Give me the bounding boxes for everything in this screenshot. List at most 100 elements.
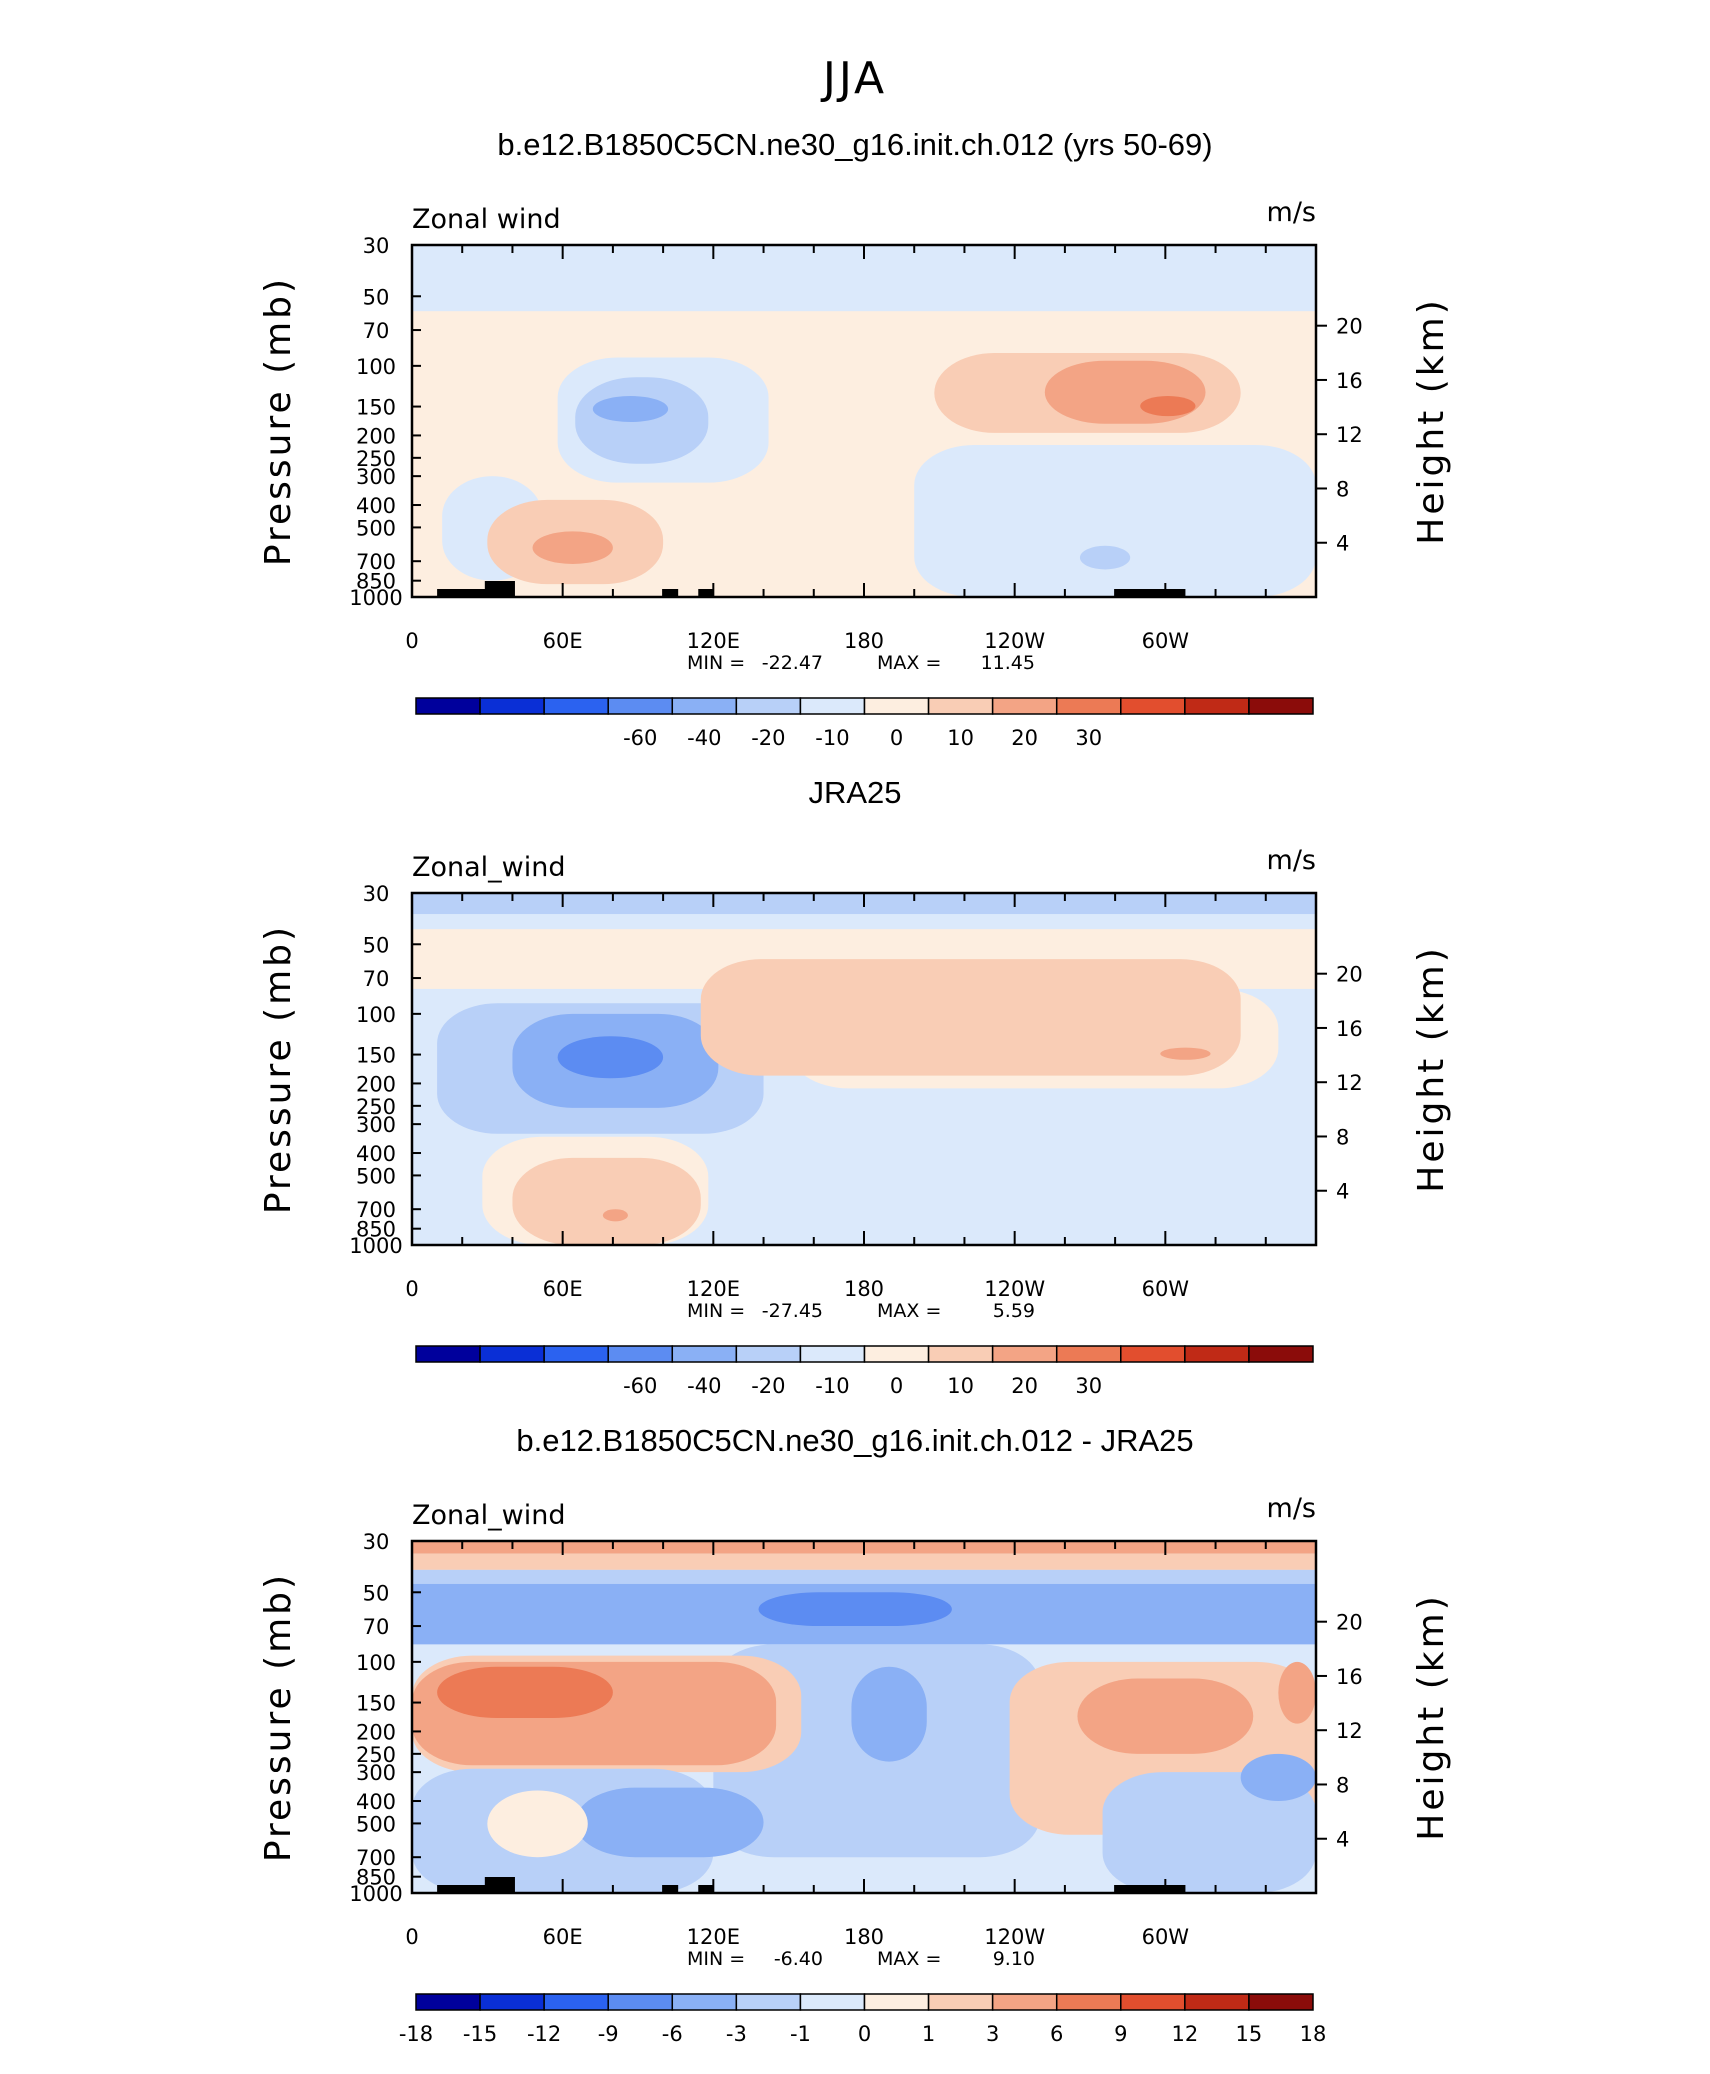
colorbar-label: -40	[687, 1374, 721, 1398]
colorbar-swatch	[479, 1993, 545, 2011]
colorbar: -60 -40 -20 -10 0 10 20 30	[415, 1345, 1314, 1398]
lon-tick-label: 0	[405, 629, 418, 653]
colorbar-label: 30	[1075, 726, 1102, 750]
colorbar-swatch	[1120, 1993, 1186, 2011]
colorbar-swatch	[927, 1993, 994, 2011]
height-tick-label: 16	[1336, 369, 1363, 393]
height-tick-label: 12	[1336, 1071, 1363, 1095]
contour-region-18	[1102, 1772, 1316, 1893]
y-axis-title-right: Height (km)	[1411, 945, 1452, 1192]
colorbar-swatch	[991, 1345, 1058, 1363]
lon-tick-label: 120W	[984, 1277, 1045, 1301]
panel-3: b.e12.B1850C5CN.ne30_g16.init.ch.012 - J…	[258, 1423, 1452, 2046]
max-label: MAX =	[877, 1948, 941, 1970]
panel-1: b.e12.B1850C5CN.ne30_g16.init.ch.012 (yr…	[258, 127, 1452, 750]
pressure-tick-label: 500	[356, 1812, 396, 1836]
lon-tick-label: 180	[844, 629, 884, 653]
height-tick-label: 8	[1336, 477, 1349, 501]
colorbar-swatch	[671, 1993, 738, 2011]
colorbar-label: -12	[527, 2022, 561, 2046]
colorbar-label: 10	[947, 1374, 974, 1398]
height-tick-label: 4	[1336, 1180, 1349, 1204]
colorbar-swatch	[479, 1345, 545, 1363]
colorbar-swatch	[543, 1993, 609, 2011]
contour-region-3	[412, 1553, 1316, 1570]
pressure-tick-label: 200	[356, 1072, 396, 1096]
colorbar-swatch	[607, 697, 674, 715]
height-tick-label: 4	[1336, 532, 1349, 556]
contour-region-5	[592, 395, 669, 423]
colorbar-swatch	[1184, 1345, 1250, 1363]
contour-region-11	[1160, 1047, 1211, 1060]
colorbar-swatch	[1184, 697, 1250, 715]
colorbar-label: -3	[726, 2022, 747, 2046]
contour-field	[412, 893, 1316, 1245]
pressure-tick-label: 700	[356, 550, 396, 574]
pressure-tick-label: 850	[356, 1866, 396, 1890]
variable-label: Zonal_wind	[412, 1500, 566, 1531]
topography-5	[1115, 589, 1186, 597]
colorbar-label: 1	[922, 2022, 935, 2046]
topography-3	[663, 1885, 679, 1893]
max-value: 5.59	[993, 1300, 1035, 1322]
height-tick-label: 8	[1336, 1125, 1349, 1149]
colorbar-label: 6	[1050, 2022, 1063, 2046]
colorbar-swatch	[479, 697, 545, 715]
panel-title: b.e12.B1850C5CN.ne30_g16.init.ch.012 (yr…	[497, 127, 1212, 162]
pressure-tick-label: 400	[356, 1142, 396, 1166]
min-value: -6.40	[774, 1948, 823, 1970]
colorbar-label: -15	[463, 2022, 497, 2046]
colorbar-label: -40	[687, 726, 721, 750]
contour-region-14	[1278, 1661, 1316, 1724]
height-tick-label: 12	[1336, 1719, 1363, 1743]
colorbar-swatch	[1184, 1993, 1250, 2011]
contour-region-6	[758, 1592, 952, 1627]
colorbar-label: -10	[815, 726, 849, 750]
pressure-tick-label: 1000	[349, 586, 402, 610]
colorbar-label: 0	[858, 2022, 871, 2046]
pressure-tick-label: 500	[356, 516, 396, 540]
y-axis-title: Pressure (mb)	[258, 276, 299, 566]
colorbar-swatch	[799, 1993, 866, 2011]
contour-region-8	[557, 1036, 664, 1079]
colorbar: -18 -15 -12 -9 -6 -3 -1 0 1 3 6 9 12 15 18	[399, 1993, 1327, 2046]
pressure-tick-label: 70	[363, 967, 390, 991]
colorbar-swatch	[991, 697, 1058, 715]
y-axis-title: Pressure (mb)	[258, 924, 299, 1214]
pressure-tick-label: 50	[363, 933, 390, 957]
colorbar-swatch	[415, 1345, 481, 1363]
height-tick-label: 20	[1336, 315, 1363, 339]
pressure-tick-label: 100	[356, 1003, 396, 1027]
height-tick-label: 20	[1336, 963, 1363, 987]
colorbar-swatch	[543, 1345, 609, 1363]
pressure-tick-label: 700	[356, 1846, 396, 1870]
pressure-tick-label: 30	[363, 882, 390, 906]
pressure-tick-label: 300	[356, 465, 396, 489]
lon-tick-label: 60W	[1142, 1277, 1190, 1301]
main-title: JJA	[820, 53, 887, 104]
variable-label: Zonal_wind	[412, 852, 566, 883]
colorbar-label: -10	[815, 1374, 849, 1398]
max-label: MAX =	[877, 1300, 941, 1322]
topography-1	[437, 1885, 493, 1893]
contour-region-17	[487, 1790, 588, 1858]
colorbar-label: 0	[890, 726, 903, 750]
colorbar-label: 18	[1300, 2022, 1327, 2046]
colorbar: -60 -40 -20 -10 0 10 20 30	[415, 697, 1314, 750]
colorbar-label: 12	[1171, 2022, 1198, 2046]
max-label: MAX =	[877, 652, 941, 674]
height-tick-label: 20	[1336, 1611, 1363, 1635]
colorbar-label: -20	[751, 1374, 785, 1398]
max-value: 9.10	[993, 1948, 1035, 1970]
pressure-tick-label: 1000	[349, 1234, 402, 1258]
contour-region-12	[1140, 395, 1196, 417]
pressure-tick-label: 30	[363, 1530, 390, 1554]
y-axis-title-right: Height (km)	[1411, 1593, 1452, 1840]
colorbar-swatch	[927, 1345, 994, 1363]
min-label: MIN =	[687, 1300, 745, 1322]
max-value: 11.45	[981, 652, 1035, 674]
pressure-tick-label: 500	[356, 1164, 396, 1188]
lon-tick-label: 60E	[543, 1277, 583, 1301]
colorbar-label: -18	[399, 2022, 433, 2046]
